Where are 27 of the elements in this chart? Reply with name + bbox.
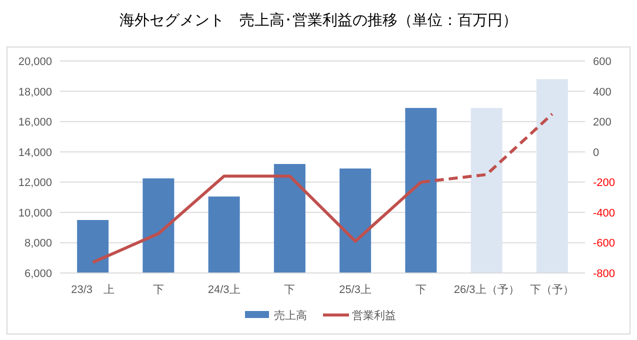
y-tick-label: 16,000 <box>18 116 52 129</box>
x-tick-label: 下 <box>152 284 164 296</box>
y-tick-label: 20,000 <box>18 56 52 68</box>
y-tick-label: 8,000 <box>24 238 52 250</box>
x-tick-label: 下 <box>284 284 296 296</box>
y2-tick-label: -200 <box>593 177 616 190</box>
y2-tick-label: -400 <box>593 207 616 220</box>
x-tick-label: 26/3上（予） <box>454 283 520 296</box>
x-tick-label: 下（予） <box>530 284 574 296</box>
y-tick-label: 6,000 <box>24 268 52 280</box>
y-tick-label: 18,000 <box>18 86 52 98</box>
legend-label: 売上高 <box>274 309 307 322</box>
y2-tick-label: 400 <box>593 86 612 98</box>
y-tick-label: 12,000 <box>18 177 52 190</box>
y2-tick-label: 200 <box>593 116 612 129</box>
y2-tick-label: 0 <box>593 146 600 159</box>
y-tick-label: 14,000 <box>18 146 52 159</box>
y2-tick-label: 600 <box>593 56 612 68</box>
x-tick-label: 25/3上 <box>339 283 372 296</box>
x-tick-label: 24/3上 <box>208 283 240 296</box>
y-tick-label: 10,000 <box>18 207 52 220</box>
x-tick-label: 23/3 上 <box>71 283 115 296</box>
y2-tick-label: -600 <box>593 238 616 250</box>
legend-label: 営業利益 <box>352 309 396 322</box>
y2-tick-label: -800 <box>593 268 616 280</box>
chart-title: 海外セグメント 売上高･営業利益の推移（単位：百万円） <box>120 12 518 29</box>
x-tick-label: 下 <box>415 284 426 296</box>
